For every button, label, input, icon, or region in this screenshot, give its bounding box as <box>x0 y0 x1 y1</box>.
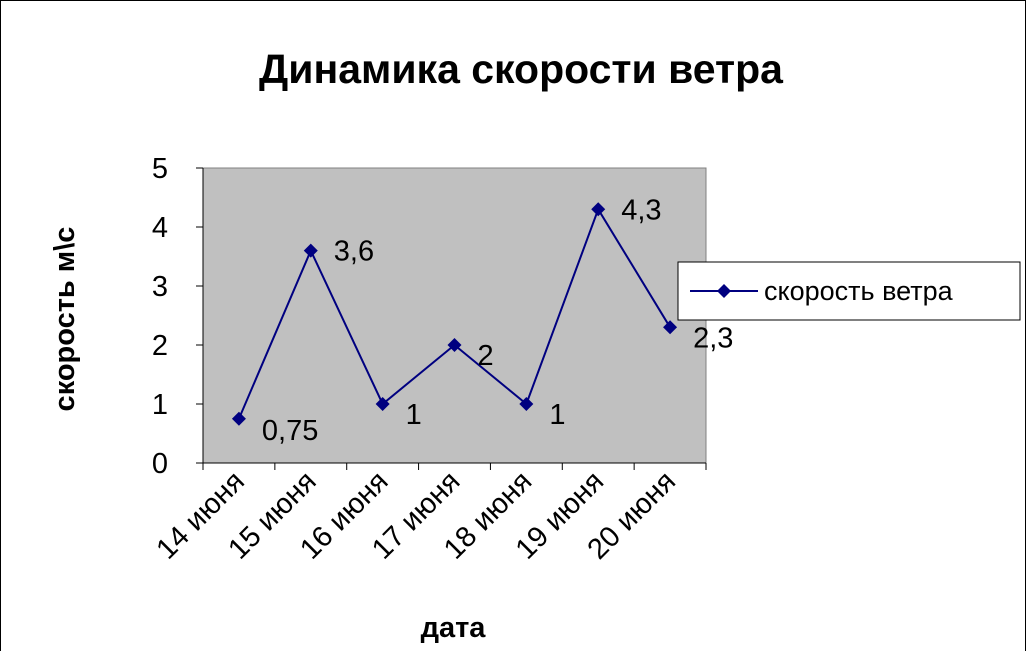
data-point <box>375 397 390 411</box>
data-label: 1 <box>549 399 565 431</box>
x-axis-title: дата <box>421 612 487 644</box>
data-label: 2 <box>478 340 494 372</box>
y-tick-label: 0 <box>152 448 168 480</box>
data-label: 0,75 <box>262 415 318 447</box>
data-point <box>447 338 462 352</box>
data-point <box>231 411 246 426</box>
y-tick-label: 4 <box>152 212 168 244</box>
data-label: 1 <box>406 399 422 431</box>
legend: скорость ветра <box>677 261 1021 321</box>
series-layer <box>231 202 678 426</box>
data-label: 2,3 <box>693 322 733 354</box>
data-point <box>303 243 318 258</box>
y-tick-label: 5 <box>152 153 168 185</box>
y-tick-label: 1 <box>152 389 168 421</box>
legend-series-marker <box>717 284 731 298</box>
legend-series-label: скорость ветра <box>764 276 954 306</box>
y-tick-label: 3 <box>152 271 168 303</box>
data-point <box>663 320 678 335</box>
data-label: 3,6 <box>334 236 374 268</box>
y-tick-labels: 0 1 2 3 4 5 <box>152 153 168 480</box>
y-axis-title: скорость м\с <box>49 227 81 412</box>
chart-title: Динамика скорости ветра <box>259 46 784 92</box>
y-tick-label: 2 <box>152 330 168 362</box>
data-label: 4,3 <box>621 194 661 226</box>
data-labels: 0,75 3,6 1 2 1 4,3 2,3 <box>262 194 733 446</box>
axes <box>196 167 707 470</box>
plot-area <box>202 167 707 464</box>
data-point <box>591 202 606 217</box>
data-point <box>519 397 534 411</box>
